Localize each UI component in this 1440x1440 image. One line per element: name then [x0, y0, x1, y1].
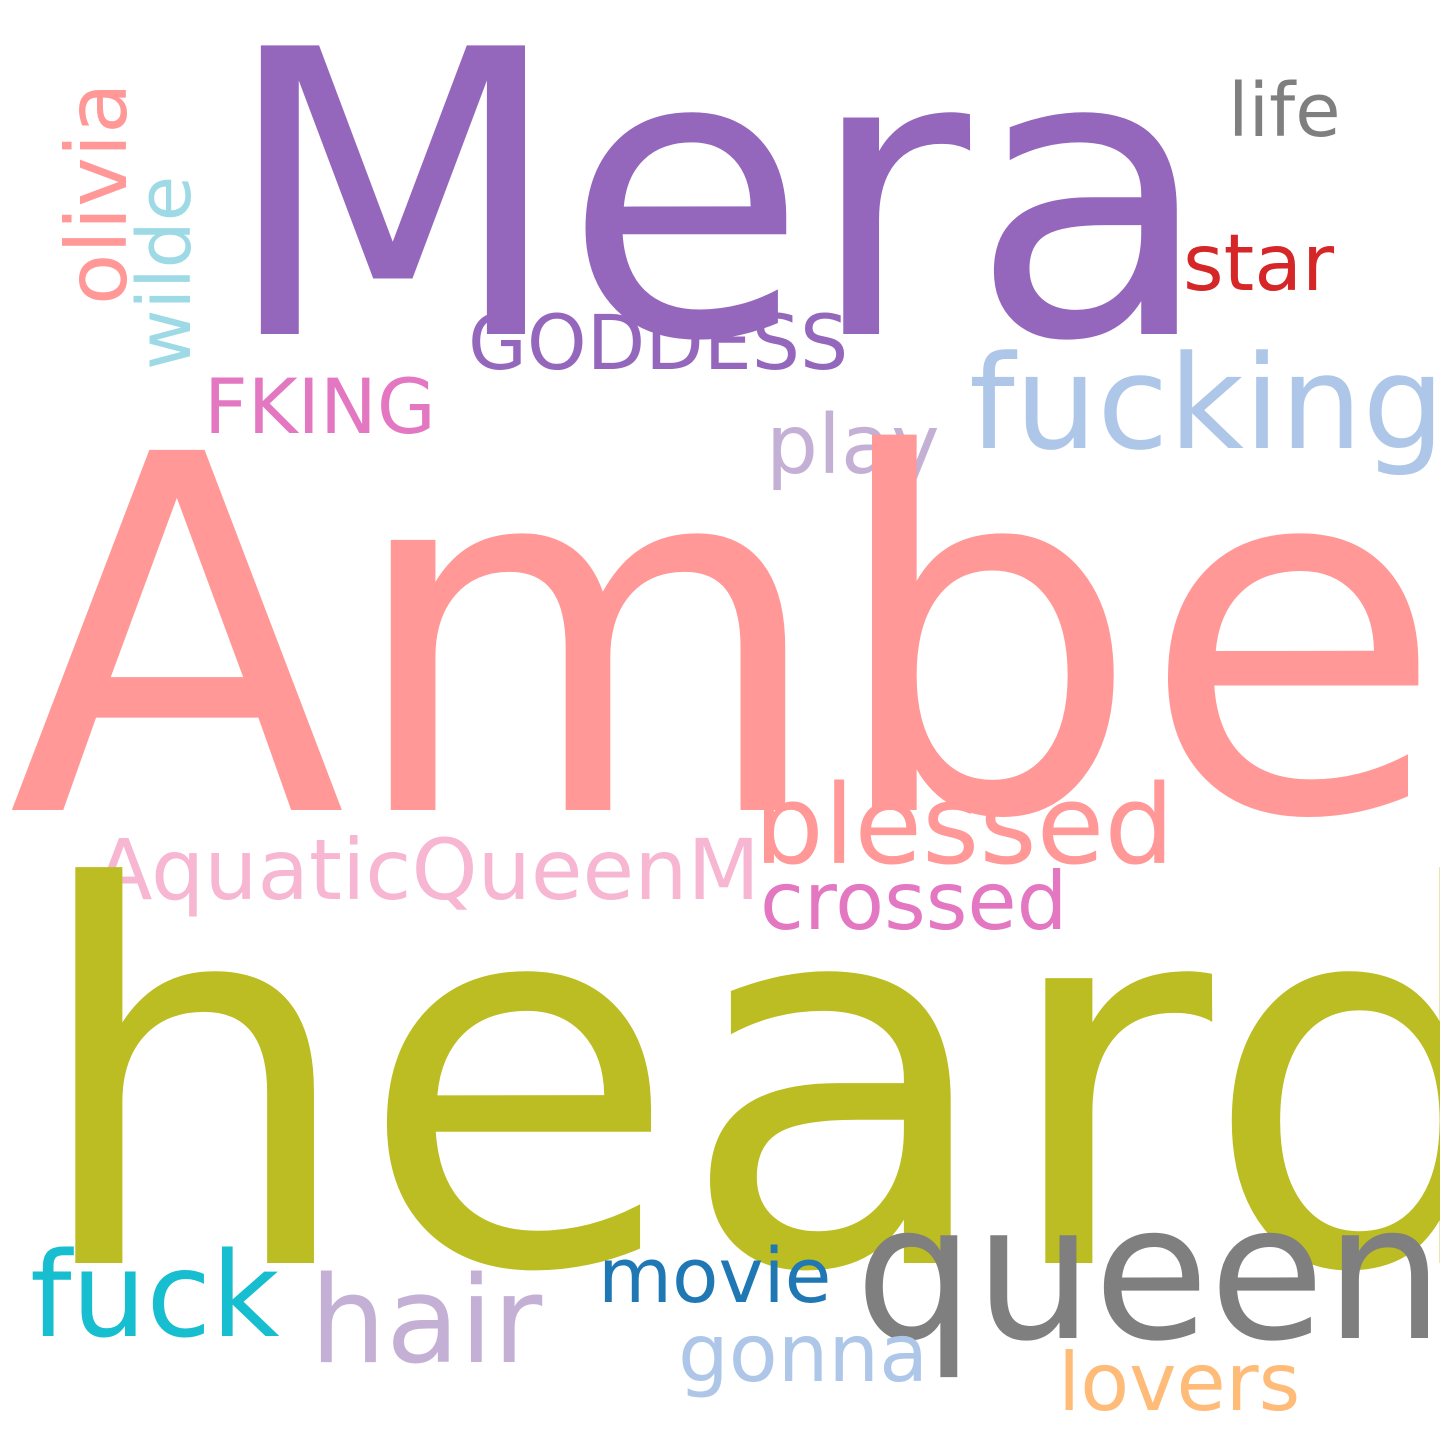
word-play: play — [766, 398, 940, 493]
word-blessed: blessed — [754, 761, 1175, 889]
word-wilde: wilde — [122, 175, 208, 370]
word-fucking: fucking — [969, 327, 1440, 479]
word-life: life — [1228, 68, 1341, 154]
word-crossed: crossed — [760, 855, 1068, 948]
word-fuck: fuck — [30, 1226, 280, 1364]
word-gonna: gonna — [678, 1307, 929, 1400]
word-star: star — [1183, 219, 1335, 309]
word-movie: movie — [598, 1231, 832, 1320]
word-goddess: GODDESS — [468, 298, 849, 387]
word-lovers: lovers — [1058, 1336, 1301, 1429]
word-hair: hair — [310, 1252, 543, 1391]
word-queen: queen — [855, 1164, 1440, 1383]
word-mera: Mera — [222, 0, 1213, 428]
word-amber: Amber — [8, 351, 1440, 927]
word-fking: FKING — [204, 362, 436, 451]
word-heard: heard — [28, 779, 1440, 1386]
word-aquaticqueenm: AquaticQueenM — [95, 821, 760, 919]
